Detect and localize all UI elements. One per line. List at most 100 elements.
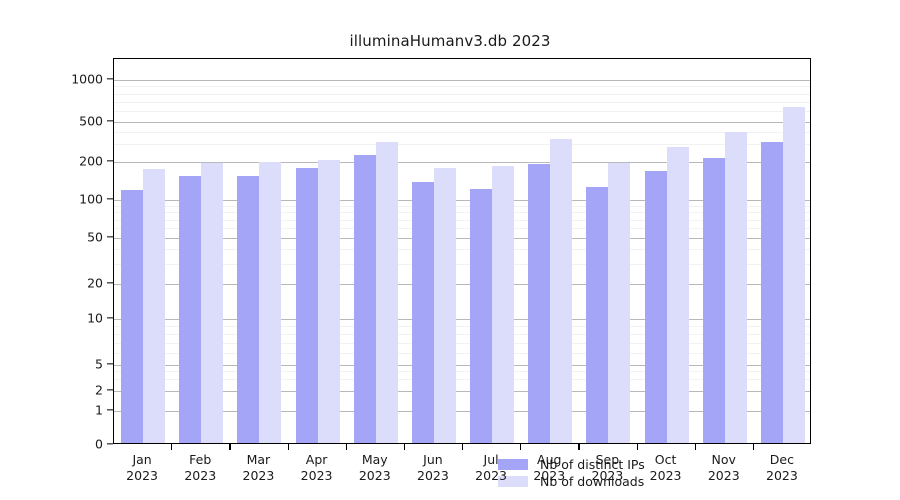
y-tick-label-0: 0 <box>95 436 103 452</box>
gridline-minor <box>114 249 810 251</box>
x-tick-month: Feb <box>189 452 212 467</box>
y-tick-mark-2 <box>107 389 113 391</box>
x-tick-label-dec: Dec 2023 <box>747 452 817 484</box>
y-tick-label-20: 20 <box>87 275 103 291</box>
gridline-minor <box>114 371 810 373</box>
gridline-major-50 <box>114 238 810 239</box>
x-tick-mark-3 <box>287 444 289 450</box>
y-tick-label-5: 5 <box>95 356 103 372</box>
gridline-minor <box>114 342 810 344</box>
bar-downloads-dec <box>782 106 805 443</box>
bar-distinct-ips-sep <box>586 187 609 443</box>
gridlines <box>114 59 810 443</box>
bar-distinct-ips-jul <box>470 188 493 443</box>
x-tick-label-sep: Sep 2023 <box>572 452 642 484</box>
x-tick-year: 2023 <box>475 468 507 483</box>
x-tick-year: 2023 <box>126 468 158 483</box>
x-tick-year: 2023 <box>300 468 333 483</box>
gridline-minor <box>114 333 810 335</box>
x-tick-label-may: May 2023 <box>340 452 410 484</box>
y-tick-label-1: 1 <box>95 402 103 418</box>
y-tick-label-1000: 1000 <box>71 71 103 87</box>
x-tick-month: May <box>361 452 388 467</box>
x-tick-year: 2023 <box>242 468 275 483</box>
gridline-minor <box>114 144 810 146</box>
gridline-minor <box>114 205 810 207</box>
x-tick-label-feb: Feb 2023 <box>165 452 235 484</box>
x-tick-label-aug: Aug 2023 <box>514 452 584 484</box>
y-tick-mark-5 <box>107 363 113 365</box>
gridline-major-500 <box>114 122 810 123</box>
bar-downloads-jan <box>143 168 166 443</box>
gridline-minor <box>114 325 810 327</box>
x-tick-label-mar: Mar 2023 <box>223 452 293 484</box>
y-tick-mark-20 <box>107 282 113 284</box>
legend-swatch-downloads <box>498 476 528 487</box>
bar-downloads-nov <box>724 131 747 443</box>
x-tick-label-nov: Nov 2023 <box>689 452 759 484</box>
bar-distinct-ips-apr <box>295 168 318 443</box>
gridline-major-200 <box>114 162 810 163</box>
x-tick-year: 2023 <box>184 468 217 483</box>
bar-distinct-ips-aug <box>528 164 551 443</box>
y-tick-label-500: 500 <box>79 113 103 129</box>
x-tick-month: Mar <box>246 452 271 467</box>
x-tick-mark-9 <box>636 444 638 450</box>
x-tick-mark-5 <box>403 444 406 450</box>
gridline-major-100 <box>114 200 810 201</box>
gridline-minor <box>114 263 810 265</box>
y-tick-mark-100 <box>107 198 113 200</box>
x-tick-month: Sep <box>595 452 620 467</box>
gridline-minor <box>114 379 810 381</box>
bar-distinct-ips-may <box>353 155 376 443</box>
x-tick-mark-4 <box>345 444 347 450</box>
x-tick-label-jan: Jan 2023 <box>107 452 177 484</box>
bar-downloads-feb <box>201 162 224 443</box>
x-tick-year: 2023 <box>533 468 566 483</box>
gridline-major-1 <box>114 411 810 412</box>
x-tick-mark-2 <box>229 444 231 450</box>
y-tick-mark-1 <box>107 409 113 411</box>
bar-downloads-mar <box>259 161 282 443</box>
y-tick-mark-1000 <box>107 78 113 80</box>
x-tick-year: 2023 <box>707 468 740 483</box>
legend-label-distinct-ips: Nb of distinct IPs <box>540 457 645 472</box>
x-tick-label-jul: Jul 2023 <box>456 452 526 484</box>
legend-swatch-distinct-ips <box>498 459 528 470</box>
x-tick-year: 2023 <box>417 468 449 483</box>
legend-label-downloads: Nb of downloads <box>540 474 645 489</box>
y-tick-mark-10 <box>107 317 113 319</box>
x-tick-year: 2023 <box>766 468 798 483</box>
bar-downloads-aug <box>550 139 573 443</box>
bar-distinct-ips-mar <box>237 175 260 443</box>
bar-distinct-ips-jan <box>121 190 144 443</box>
bar-distinct-ips-jun <box>411 181 434 443</box>
x-tick-month: Jul <box>483 452 499 467</box>
bar-distinct-ips-dec <box>760 142 783 443</box>
bars-layer <box>114 59 810 443</box>
x-tick-month: Oct <box>654 452 677 467</box>
x-tick-month: Jun <box>423 452 443 467</box>
y-tick-label-50: 50 <box>87 229 103 245</box>
bar-downloads-may <box>375 142 398 443</box>
bar-downloads-apr <box>317 160 340 443</box>
gridline-major-1000 <box>114 80 810 81</box>
x-tick-month: Aug <box>537 452 562 467</box>
bar-distinct-ips-nov <box>702 157 725 443</box>
x-tick-mark-6 <box>462 444 464 450</box>
y-tick-label-100: 100 <box>79 191 103 207</box>
gridline-minor <box>114 219 810 221</box>
bar-downloads-jun <box>433 168 456 443</box>
x-tick-mark-11 <box>752 444 755 450</box>
bar-distinct-ips-oct <box>644 170 667 443</box>
y-tick-label-200: 200 <box>79 153 103 169</box>
x-tick-label-apr: Apr 2023 <box>282 452 352 484</box>
x-tick-month: Nov <box>711 452 736 467</box>
gridline-major-10 <box>114 319 810 320</box>
gridline-minor <box>114 228 810 229</box>
gridline-minor <box>114 131 810 133</box>
gridline-major-20 <box>114 284 810 285</box>
x-tick-month: Dec <box>769 452 794 467</box>
chart-title: illuminaHumanv3.db 2023 <box>349 32 551 50</box>
